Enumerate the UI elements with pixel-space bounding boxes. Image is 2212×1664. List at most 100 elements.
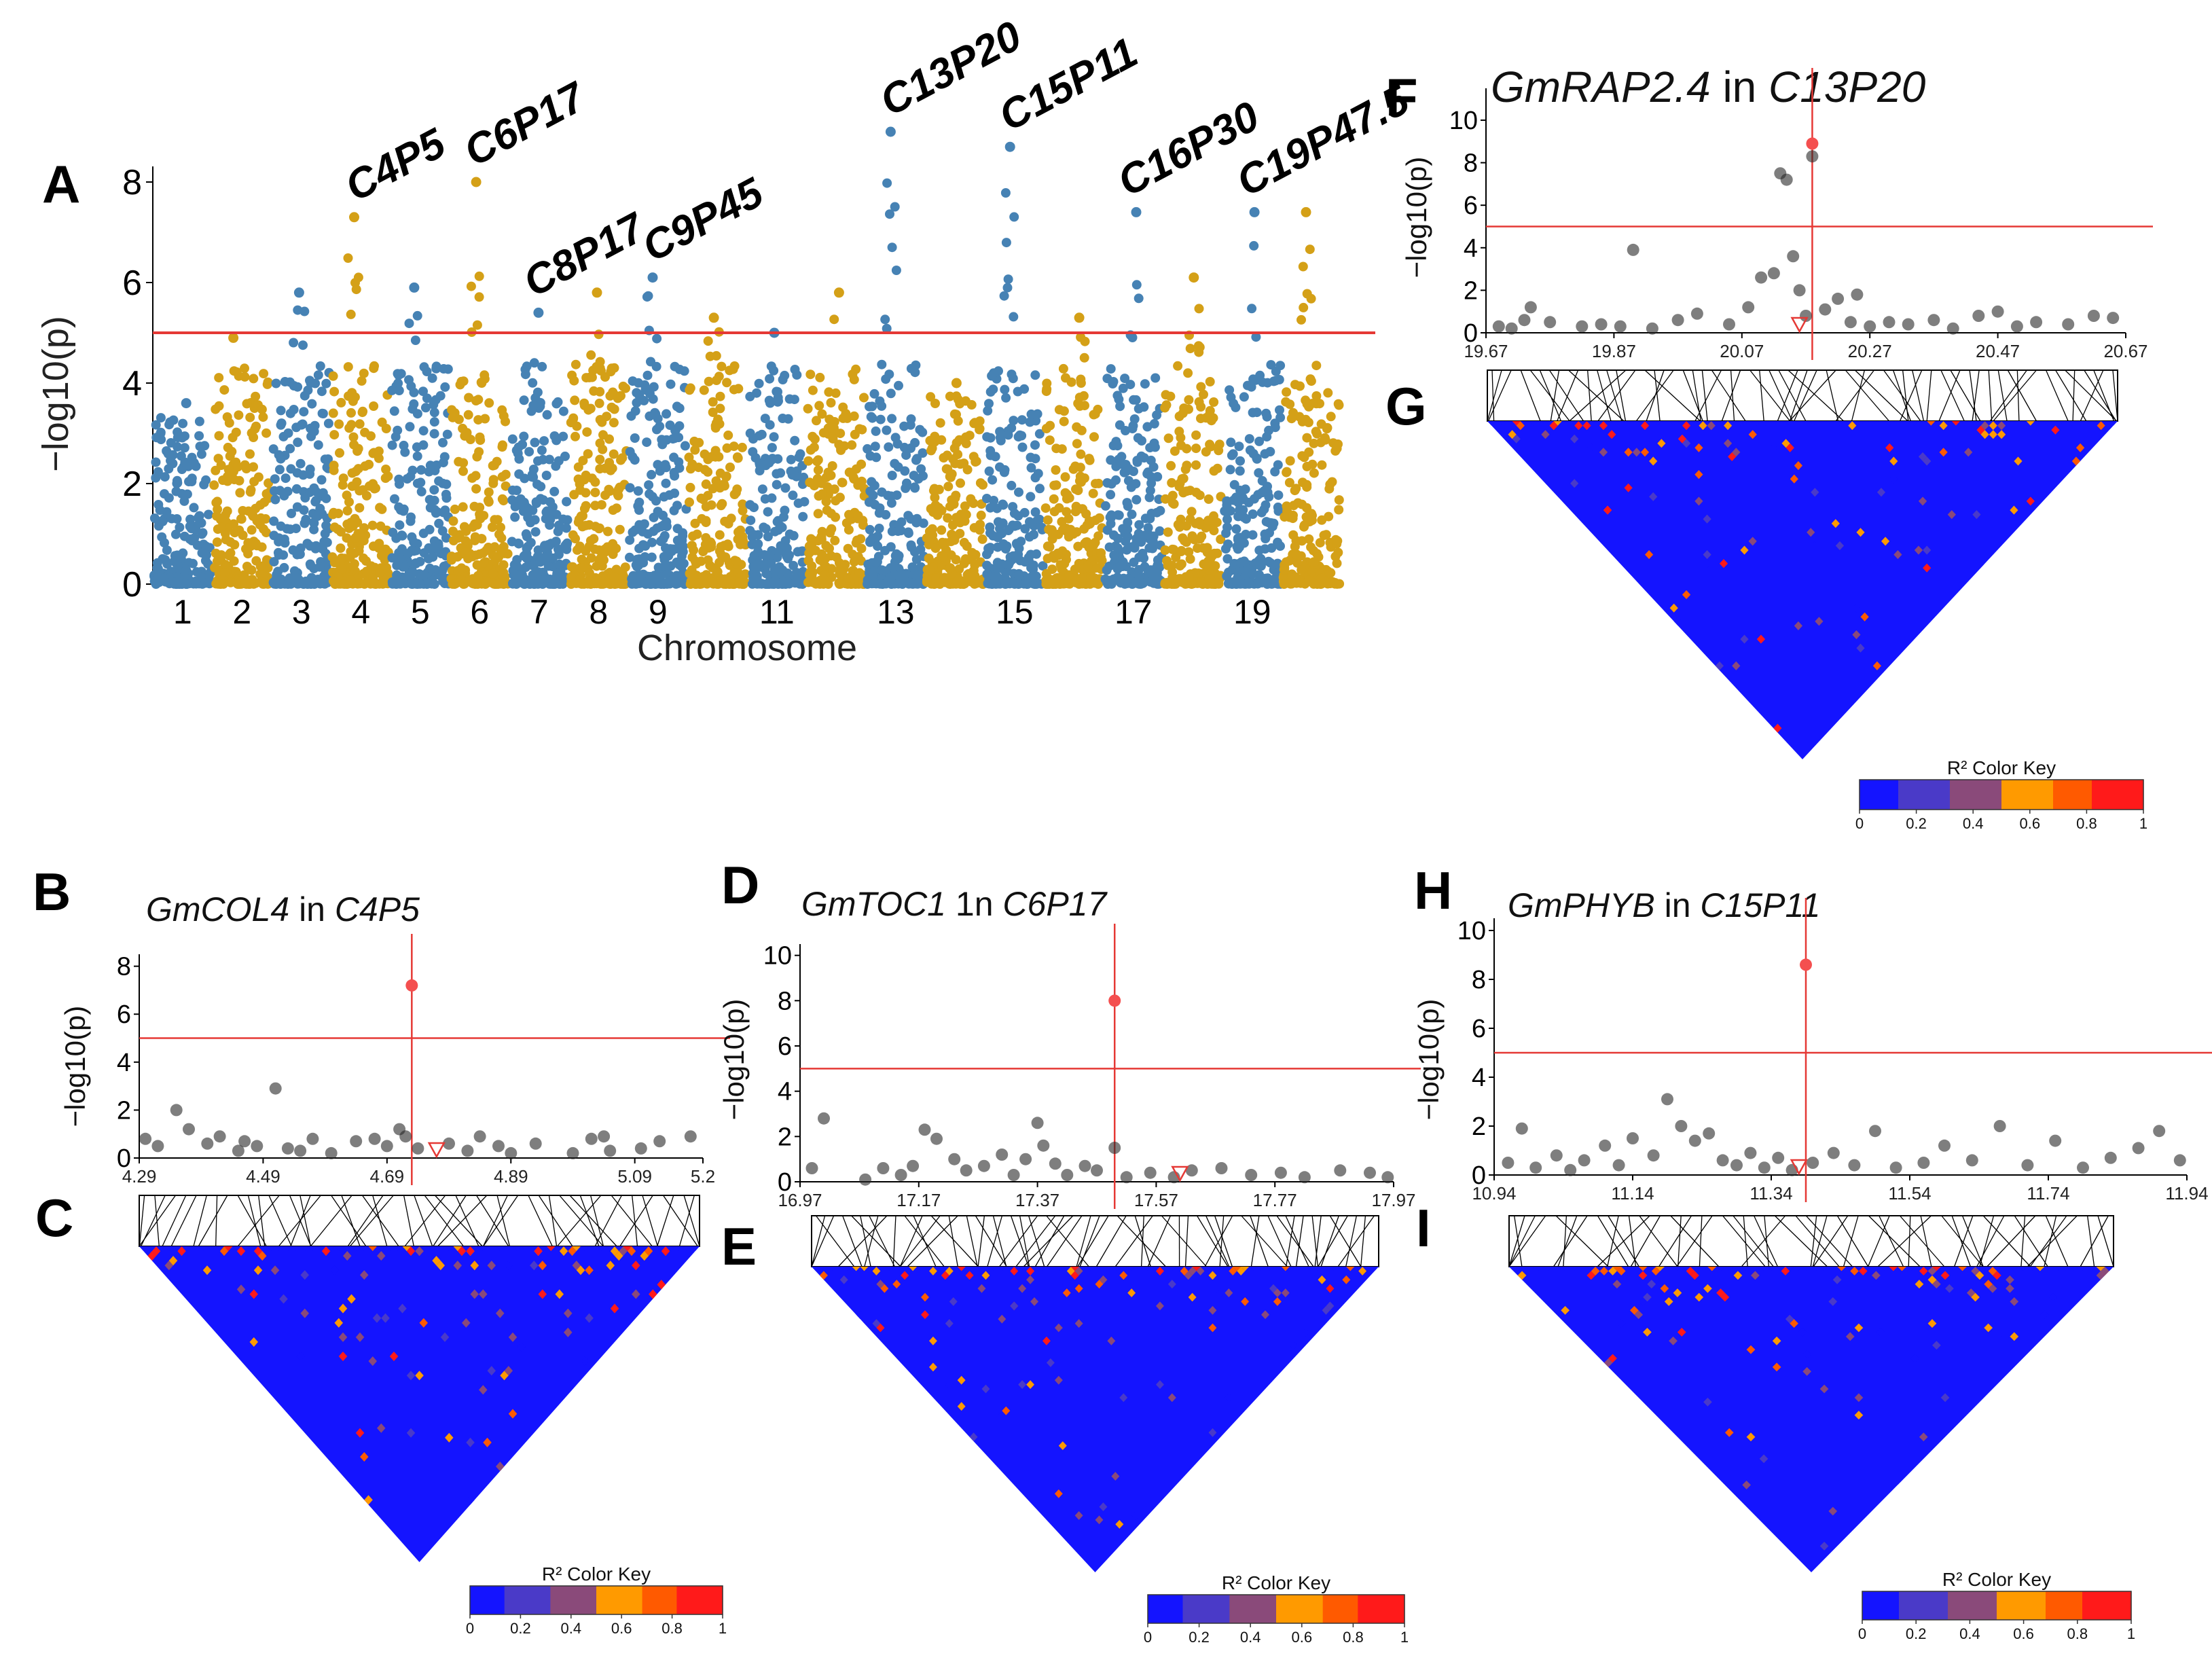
manhattan-x-tick-label: 2 [232, 593, 251, 631]
manhattan-point [975, 424, 985, 435]
manhattan-point [1225, 465, 1235, 475]
manhattan-point [1000, 579, 1011, 589]
manhattan-point [1113, 510, 1123, 520]
manhattan-point [375, 503, 385, 513]
manhattan-x-tick-label: 13 [877, 593, 915, 631]
manhattan-point [539, 436, 549, 446]
manhattan-point [1317, 515, 1327, 525]
manhattan-point [301, 514, 311, 524]
regional-y-tick-label: 4 [1464, 234, 1478, 263]
manhattan-point [844, 525, 854, 535]
manhattan-point [1261, 500, 1271, 510]
manhattan-point [993, 542, 1002, 552]
manhattan-point [942, 450, 952, 460]
manhattan-point [625, 447, 635, 457]
regional-snp-point [238, 1135, 251, 1148]
manhattan-point [1264, 492, 1274, 502]
manhattan-point [1131, 479, 1141, 489]
regional-snp-point [1730, 1159, 1743, 1172]
regional-x-tick-label: 19.67 [1464, 341, 1508, 361]
manhattan-point [950, 493, 960, 503]
manhattan-point [471, 471, 481, 481]
manhattan-point [1195, 490, 1205, 501]
manhattan-point [585, 536, 596, 546]
manhattan-point [541, 471, 551, 480]
manhattan-point [890, 202, 900, 212]
manhattan-point [1254, 436, 1265, 446]
regional-lead-snp [1806, 137, 1819, 150]
regional-snp-point [684, 1130, 697, 1143]
manhattan-point [490, 542, 500, 552]
manhattan-point [1030, 440, 1040, 450]
regional-snp-point [859, 1173, 872, 1186]
manhattan-point [269, 557, 279, 567]
manhattan-point [241, 464, 251, 473]
manhattan-point [229, 556, 239, 566]
manhattan-point [814, 401, 824, 411]
manhattan-point [464, 393, 474, 403]
manhattan-point [1131, 280, 1142, 290]
manhattan-point [1239, 392, 1249, 402]
manhattan-point [484, 398, 494, 408]
regional-snp-point [1848, 1159, 1861, 1172]
manhattan-point [1255, 370, 1265, 380]
manhattan-point [549, 431, 560, 441]
regional-x-tick-label: 11.54 [1888, 1183, 1931, 1204]
manhattan-point [273, 547, 283, 558]
manhattan-point [269, 516, 279, 526]
manhattan-point [875, 414, 886, 424]
manhattan-point [1076, 449, 1086, 459]
regional-snp-point [1938, 1139, 1951, 1152]
manhattan-point [1311, 361, 1322, 371]
regional-y-tick-label: 8 [117, 953, 131, 981]
regional-snp-point [1564, 1163, 1577, 1176]
manhattan-point [173, 427, 183, 437]
regional-snp-point [294, 1144, 307, 1157]
regional-snp-point [1544, 316, 1557, 329]
manhattan-point [769, 564, 780, 575]
manhattan-point [220, 510, 230, 520]
manhattan-point [562, 496, 572, 507]
manhattan-point [1017, 415, 1027, 425]
manhattan-point [951, 513, 962, 523]
manhattan-point [887, 471, 897, 480]
manhattan-point [230, 528, 240, 538]
manhattan-point [1064, 532, 1074, 542]
title-gene-b: GmCOL4 [146, 890, 289, 928]
manhattan-point [1201, 447, 1211, 457]
manhattan-point [392, 570, 402, 580]
manhattan-point [737, 442, 747, 452]
manhattan-point [518, 439, 528, 450]
manhattan-point [1166, 460, 1176, 471]
manhattan-point [825, 526, 835, 536]
manhattan-point [1080, 539, 1090, 549]
manhattan-y-tick-label: 0 [122, 565, 142, 604]
manhattan-point [242, 562, 252, 571]
manhattan-point [1323, 388, 1333, 398]
regional-lead-snp [1108, 994, 1121, 1007]
manhattan-point [1142, 469, 1153, 479]
regional-snp-point [1755, 271, 1768, 284]
manhattan-point [261, 428, 272, 438]
manhattan-point [902, 478, 911, 488]
manhattan-x-tick-label: 1 [173, 593, 192, 631]
manhattan-point [1034, 429, 1045, 439]
manhattan-point [630, 406, 640, 416]
manhattan-point [579, 401, 590, 411]
manhattan-point [541, 507, 551, 518]
manhattan-point [633, 486, 643, 496]
manhattan-point [686, 464, 695, 474]
manhattan-point [1106, 490, 1116, 500]
manhattan-point [1068, 464, 1078, 474]
manhattan-point [429, 579, 439, 589]
manhattan-point [474, 271, 484, 281]
manhattan-point [346, 309, 356, 319]
manhattan-point [615, 524, 625, 535]
manhattan-point [1150, 373, 1161, 383]
manhattan-point [881, 374, 891, 384]
manhattan-point [320, 454, 330, 465]
manhattan-point [412, 451, 422, 461]
manhattan-peak-label: C4P5 [338, 120, 454, 211]
regional-snp-point [2107, 312, 2120, 325]
regional-y-tick-label: 4 [117, 1049, 131, 1077]
